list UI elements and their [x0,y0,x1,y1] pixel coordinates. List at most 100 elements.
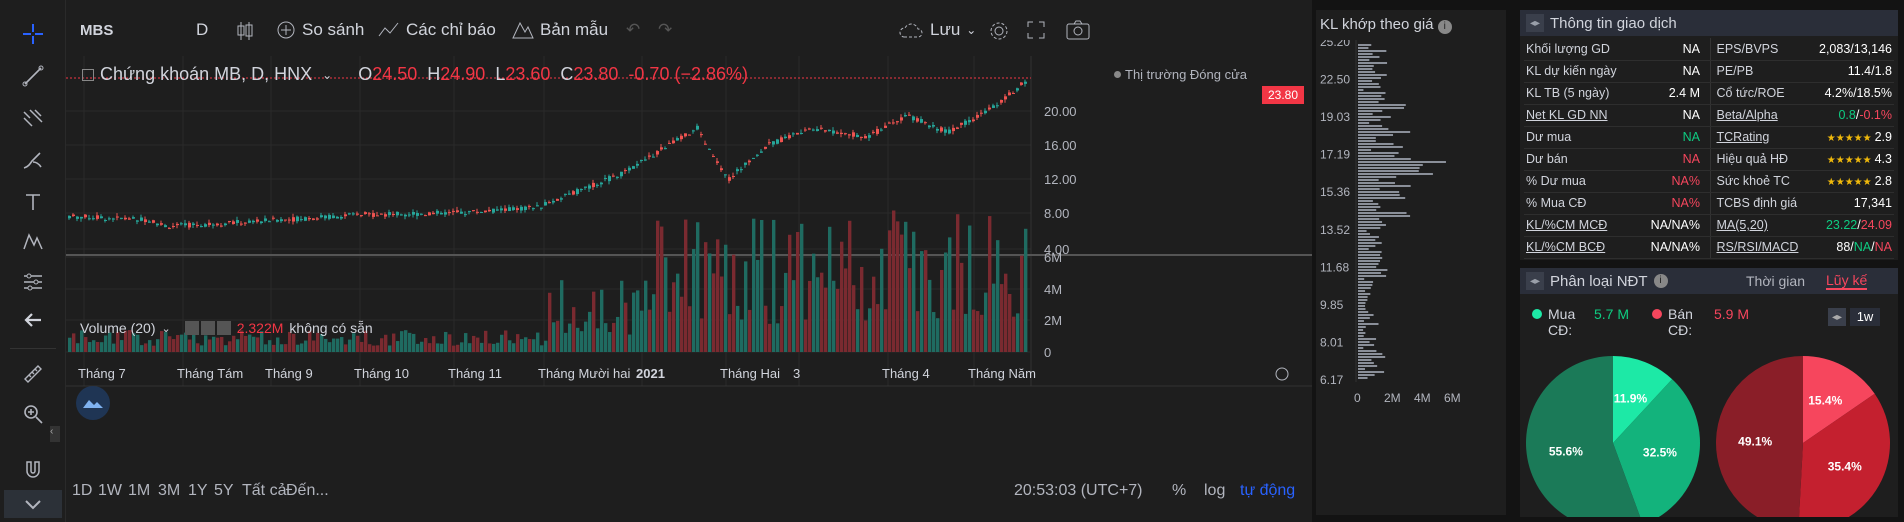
range-all[interactable]: Tất cả [242,482,287,499]
zoom-in-icon[interactable] [19,400,47,428]
vp-price-label: 13.52 [1320,223,1350,237]
text-tool-icon[interactable] [19,188,47,216]
vp-bar [1358,50,1387,52]
tab-cumulative[interactable]: Lũy kế [1826,272,1868,290]
expand-icon[interactable]: ◂▸ [1526,14,1544,32]
volume-bar [416,343,420,352]
volume-bar [208,339,212,352]
vp-price-label: 9.85 [1320,298,1344,312]
fullscreen-icon[interactable] [1026,20,1046,40]
info-label: Net KL GD NN [1524,104,1648,127]
volume-bar [564,332,568,352]
candle [676,138,679,141]
period-button[interactable]: 1w [1850,308,1880,326]
candle [900,117,903,121]
fib-icon[interactable] [19,104,47,132]
collapse-icon[interactable] [82,68,94,81]
divider [1702,170,1711,193]
info-label: PE/PB [1710,60,1808,83]
volume-bar [132,333,136,352]
vp-x-label: 2M [1384,391,1401,405]
candle [688,134,691,136]
symbol-search[interactable]: MBS [80,22,114,39]
chevron-down-icon: ⌄ [966,23,977,37]
compare-button[interactable]: So sánh [276,20,364,40]
undo-icon[interactable]: ↶ [626,20,641,39]
goto-button[interactable]: Đến... [286,482,329,499]
vp-bar [1358,161,1446,163]
auto-toggle[interactable]: tự động [1240,482,1296,499]
range-5y[interactable]: 5Y [214,482,234,499]
volume-bar [392,333,396,352]
magnet-icon[interactable] [19,456,47,484]
interval-button[interactable]: D [196,20,209,39]
candle [872,131,875,133]
collapse-left-icon[interactable]: ‹ [50,426,60,442]
crosshair-icon[interactable] [19,20,47,48]
candle [832,130,835,134]
info-icon[interactable]: i [1437,20,1452,34]
vp-bar [1358,188,1380,190]
ruler-icon[interactable] [19,360,47,388]
volume-bar [792,280,796,352]
indicators-button[interactable]: Các chỉ báo [378,20,496,40]
save-button[interactable]: Lưu ⌄ [898,20,976,40]
vp-bar [1358,116,1391,118]
redo-icon[interactable]: ↷ [658,20,673,39]
pattern-icon[interactable] [19,228,47,256]
range-1y[interactable]: 1Y [188,482,208,499]
settings-icon[interactable] [988,20,1010,42]
range-1m[interactable]: 1M [128,482,151,499]
settings-icon[interactable] [200,321,215,335]
volume-bar [844,268,848,352]
volume-bar [996,240,1000,352]
templates-button[interactable]: Bản mẫu [512,20,608,40]
log-toggle[interactable]: log [1204,482,1226,499]
brush-icon[interactable] [19,146,47,174]
volume-bar [632,292,636,352]
volume-bar [620,280,624,352]
toggle-icon[interactable]: ◂▸ [1828,308,1846,326]
volume-bar [592,291,596,352]
vp-bar [1358,275,1387,277]
gear-icon[interactable] [1275,367,1289,381]
candle [200,226,203,228]
vp-bar [1358,146,1403,148]
back-arrow-icon[interactable] [19,306,47,334]
range-1d[interactable]: 1D [72,482,93,499]
volume-title[interactable]: Volume (20) [80,320,156,336]
close-icon[interactable] [216,321,231,335]
range-1w[interactable]: 1W [98,482,122,499]
volume-bar [420,341,424,352]
candle [416,213,419,216]
camera-icon[interactable] [1066,20,1090,40]
legend-title[interactable]: Chứng khoán MB, D, HNX [100,64,313,84]
trend-line-icon[interactable] [19,62,47,90]
candle [780,137,783,143]
vp-bar [1358,326,1366,328]
candle-type-icon[interactable] [236,20,254,42]
candle [516,208,519,210]
volume-bar [680,296,684,352]
prediction-icon[interactable] [19,268,47,296]
collapse-toolbar-button[interactable] [4,490,62,518]
candle [876,128,879,134]
info-icon[interactable]: i [1653,274,1668,288]
vp-bar [1358,122,1370,124]
expand-icon[interactable]: ◂▸ [1526,272,1544,290]
candle [232,221,235,224]
candle [336,216,339,219]
info-label: Beta/Alpha [1710,104,1808,127]
volume-profile-chart[interactable]: 25.20 22.50 19.03 17.19 15.36 13.52 11.68 9.85 8… [1316,40,1506,510]
percent-toggle[interactable]: % [1172,482,1187,499]
range-3m[interactable]: 3M [158,482,181,499]
info-label: KL dự kiến ngày [1524,60,1648,83]
tab-time[interactable]: Thời gian [1746,273,1805,289]
eye-icon[interactable] [184,321,199,335]
chevron-down-icon: ⌄ [161,322,171,335]
vp-bar [1358,224,1386,226]
candle [792,133,795,135]
volume-bar [780,306,784,352]
vp-bar [1358,83,1379,85]
